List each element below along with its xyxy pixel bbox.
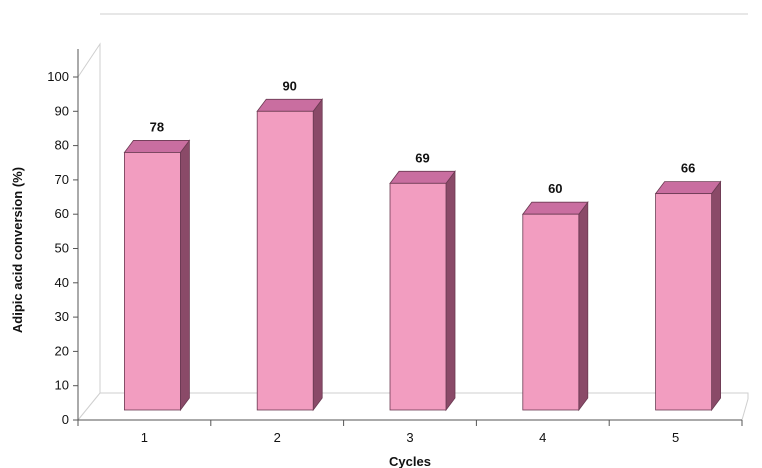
bar-front-face (256, 110, 314, 411)
y-tick-label: 70 (55, 172, 69, 187)
bar-front-face (389, 182, 447, 411)
x-axis: 1 2 3 4 5 (77, 419, 743, 445)
x-axis-title: Cycles (389, 454, 431, 468)
bar-side-face (179, 139, 190, 412)
x-tick-label: 3 (406, 430, 413, 445)
y-tick-label: 0 (62, 412, 69, 427)
data-label: 66 (681, 161, 695, 176)
bar (654, 180, 722, 412)
y-tick-label: 90 (55, 103, 69, 118)
y-tick-label: 80 (55, 138, 69, 153)
bar-top-face (256, 98, 324, 112)
x-tick-label: 1 (141, 430, 148, 445)
y-tick-label: 10 (55, 378, 69, 393)
data-label: 60 (548, 181, 562, 196)
bar-front-face (655, 193, 712, 411)
bar-side-face (711, 180, 721, 412)
floor-right-edge (741, 398, 749, 421)
bar-front-face (124, 152, 181, 411)
y-tick-label: 100 (47, 69, 69, 84)
data-label: 78 (150, 119, 164, 134)
y-tick-label: 50 (55, 241, 69, 256)
bar (521, 200, 589, 412)
chart-walls (77, 13, 749, 421)
y-axis-title: Adipic acid conversion (%) (10, 167, 25, 333)
data-label: 69 (415, 150, 429, 165)
y-axis: 0 10 20 30 40 50 60 70 80 90 100 (47, 49, 79, 427)
bar-front-face (522, 213, 580, 411)
bar (389, 170, 456, 412)
data-labels: 78 90 69 60 66 (150, 78, 696, 196)
bar-top-face (123, 140, 191, 153)
bars (123, 98, 722, 412)
x-tick-label: 4 (539, 430, 546, 445)
bar-top-face (521, 201, 589, 215)
bar-side-face (312, 98, 323, 412)
x-tick-label: 5 (672, 430, 679, 445)
bar-top-face (654, 181, 722, 195)
bar-side-face (445, 170, 456, 412)
x-tick-label: 2 (274, 430, 281, 445)
bar-side-face (578, 200, 589, 412)
y-tick-label: 40 (55, 275, 69, 290)
floor-left-edge (77, 392, 101, 421)
y-tick-label: 30 (55, 309, 69, 324)
bar-top-face (389, 170, 456, 184)
bar (123, 139, 191, 412)
bar (256, 98, 324, 412)
y-tick-label: 20 (55, 343, 69, 358)
data-label: 90 (282, 78, 296, 93)
y-tick-label: 60 (55, 206, 69, 221)
